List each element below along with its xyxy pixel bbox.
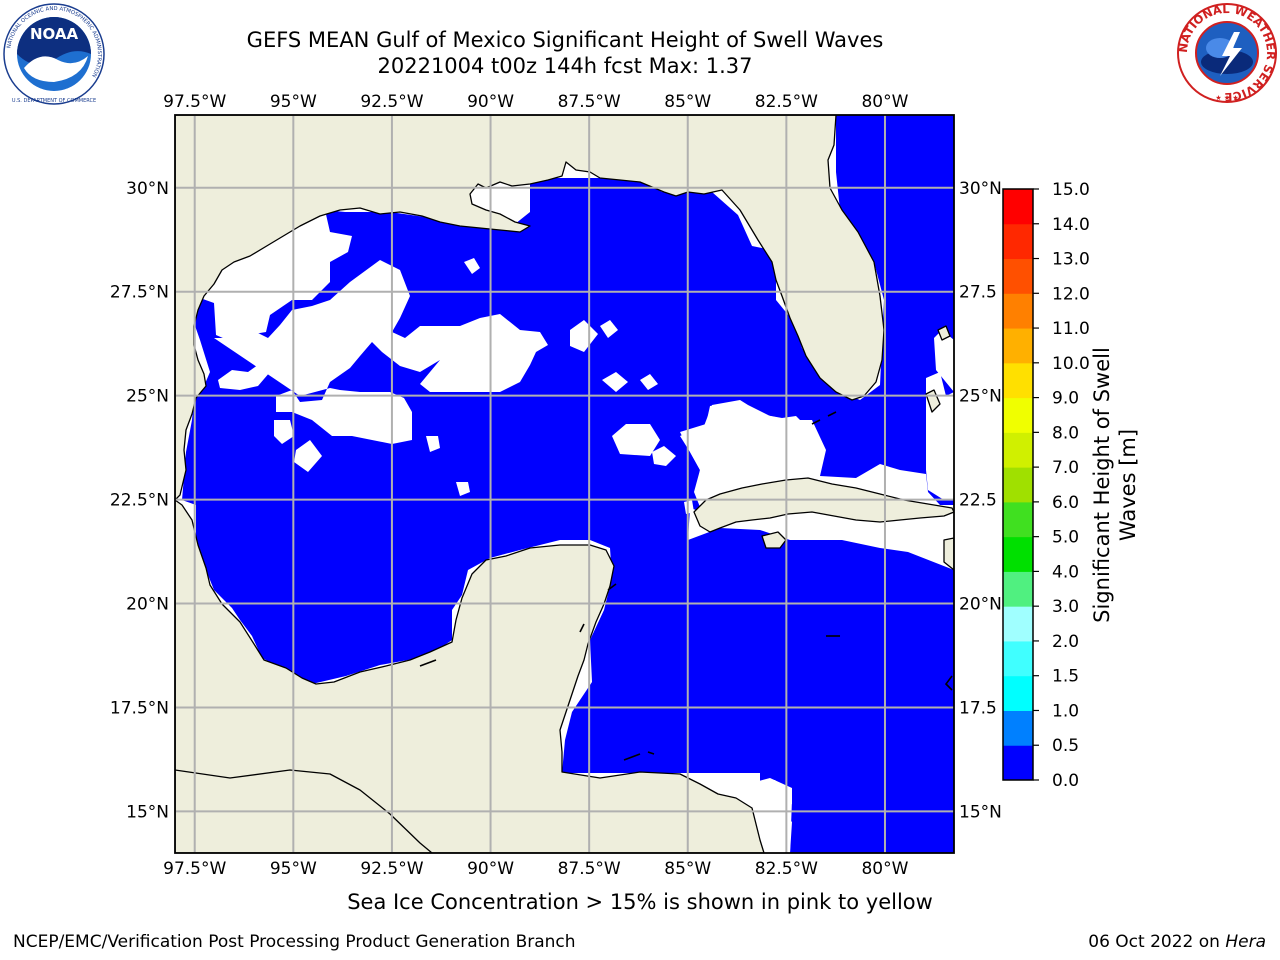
lat-label-right: 17.5 — [959, 698, 997, 718]
nws-logo: NATIONAL WEATHER SERVICE ★ ★ ★ — [1176, 2, 1278, 104]
map-title: GEFS MEAN Gulf of Mexico Significant Hei… — [246, 28, 884, 52]
svg-text:★ ★ ★: ★ ★ ★ — [1215, 94, 1238, 102]
colorbar-tick-label: 13.0 — [1052, 250, 1090, 270]
graticule — [175, 115, 954, 853]
credit-line: NCEP/EMC/Verification Post Processing Pr… — [13, 932, 576, 952]
colorbar: 15.0 14.0 13.0 12.0 11.0 10.0 9.0 8.0 7.0 6.0 5.0 4… — [1002, 180, 1090, 791]
colorbar-segment — [1003, 675, 1033, 711]
colorbar-segment — [1003, 571, 1033, 607]
sea-ice-note: Sea Ice Concentration > 15% is shown in … — [347, 890, 933, 914]
colorbar-tick-label: 8.0 — [1052, 423, 1079, 443]
lon-label-top: 80°W — [861, 92, 908, 112]
lon-label-bottom: 92.5°W — [360, 859, 423, 879]
lat-label-left: 25°N — [126, 387, 169, 407]
map-field — [175, 115, 954, 853]
lon-label-top: 92.5°W — [360, 92, 423, 112]
colorbar-tick-label: 14.0 — [1052, 215, 1090, 235]
lat-label-left: 27.5°N — [110, 283, 169, 303]
lat-label-right: 27.5 — [959, 283, 997, 303]
no-data-patches — [214, 258, 954, 853]
lat-label-right: 15°N — [959, 802, 1002, 822]
svg-text:U.S. DEPARTMENT OF COMMERCE: U.S. DEPARTMENT OF COMMERCE — [12, 98, 96, 104]
lon-label-bottom: 80°W — [861, 859, 908, 879]
colorbar-segment — [1003, 293, 1033, 329]
lat-label-left: 20°N — [126, 595, 169, 615]
colorbar-tick-label: 2.0 — [1052, 632, 1079, 652]
lat-label-right: 22.5 — [959, 491, 997, 511]
lat-label-left: 15°N — [126, 802, 169, 822]
colorbar-tick-label: 9.0 — [1052, 389, 1079, 409]
lat-label-left: 22.5°N — [110, 491, 169, 511]
lat-label-left: 30°N — [126, 179, 169, 199]
colorbar-segment — [1003, 745, 1033, 781]
land — [175, 115, 954, 853]
colorbar-tick-label: 12.0 — [1052, 284, 1090, 304]
colorbar-tick-label: 11.0 — [1052, 319, 1090, 339]
date-stamp: 06 Oct 2022 on Hera — [1088, 932, 1266, 952]
map-frame — [174, 114, 955, 854]
colorbar-segment — [1003, 606, 1033, 642]
colorbar-segment — [1003, 258, 1033, 294]
small-islands — [419, 411, 953, 761]
colorbar-segment — [1003, 223, 1033, 260]
colorbar-tick-label: 6.0 — [1052, 493, 1079, 513]
map-subtitle: 20221004 t00z 144h fcst Max: 1.37 — [377, 54, 753, 78]
colorbar-tick-label: 7.0 — [1052, 458, 1079, 478]
lon-label-top: 95°W — [270, 92, 317, 112]
lon-label-bottom: 82.5°W — [755, 859, 818, 879]
land-isle-of-youth — [761, 531, 787, 549]
colorbar-tick-label: 10.0 — [1052, 354, 1090, 374]
colorbar-tick-label: 15.0 — [1052, 180, 1090, 200]
axis-labels: 97.5°W 97.5°W 95°W 95°W 92.5°W 92.5°W 90°W 90°W… — [110, 92, 1002, 879]
colorbar-tick-label: 3.0 — [1052, 597, 1079, 617]
colorbar-frame — [1002, 188, 1034, 781]
land-cuba — [693, 477, 954, 533]
lon-label-bottom: 87.5°W — [558, 859, 621, 879]
colorbar-segment — [1003, 397, 1033, 433]
lon-label-top: 90°W — [467, 92, 514, 112]
colorbar-tick-label: 1.0 — [1052, 701, 1079, 721]
colorbar-tick-label: 0.5 — [1052, 736, 1079, 756]
colorbar-segment — [1003, 362, 1033, 399]
colorbar-segment — [1003, 467, 1033, 503]
colorbar-tick-label: 0.0 — [1052, 771, 1079, 791]
colorbar-segment — [1003, 710, 1033, 746]
lat-label-right: 20°N — [959, 595, 1002, 615]
noaa-logo: NOAA NATIONAL OCEANIC AND ATMOSPHERIC AD… — [3, 3, 105, 105]
lon-label-bottom: 97.5°W — [163, 859, 226, 879]
colorbar-segment — [1003, 536, 1033, 572]
lon-label-bottom: 90°W — [467, 859, 514, 879]
lon-label-bottom: 95°W — [270, 859, 317, 879]
lon-label-top: 85°W — [664, 92, 711, 112]
svg-text:NOAA: NOAA — [30, 25, 79, 43]
lon-label-top: 82.5°W — [755, 92, 818, 112]
lat-label-right: 30°N — [959, 179, 1002, 199]
colorbar-label: Significant Height of Swell Waves [m] — [1090, 347, 1140, 623]
colorbar-tick-label: 1.5 — [1052, 667, 1079, 687]
land-bahamas — [937, 325, 951, 341]
land-hispaniola — [943, 537, 954, 571]
colorbar-segment — [1003, 328, 1033, 364]
colorbar-tick-label: 4.0 — [1052, 562, 1079, 582]
colorbar-segment — [1003, 640, 1033, 677]
colorbar-segment — [1003, 189, 1033, 225]
lat-label-right: 25°N — [959, 387, 1002, 407]
colorbar-segment — [1003, 432, 1033, 468]
colorbar-segment — [1003, 501, 1033, 538]
lon-label-bottom: 85°W — [664, 859, 711, 879]
colorbar-tick-label: 5.0 — [1052, 528, 1079, 548]
lon-label-top: 87.5°W — [558, 92, 621, 112]
lon-label-top: 97.5°W — [163, 92, 226, 112]
lat-label-left: 17.5°N — [110, 698, 169, 718]
